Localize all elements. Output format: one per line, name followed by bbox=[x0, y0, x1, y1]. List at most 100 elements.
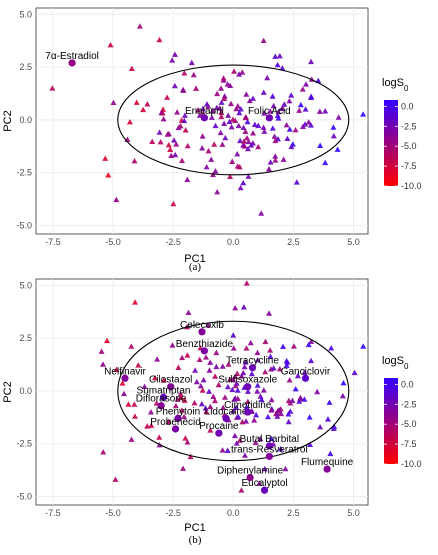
sample-point bbox=[253, 411, 260, 418]
sample-point bbox=[220, 77, 227, 83]
sample-point bbox=[234, 387, 241, 393]
sample-point bbox=[236, 71, 243, 77]
sample-point bbox=[243, 91, 250, 97]
sample-point bbox=[98, 348, 105, 354]
colorbar-tick-label: 0.0 bbox=[401, 379, 414, 389]
sample-point bbox=[177, 391, 184, 397]
sample-point bbox=[234, 150, 241, 157]
point-label: Diphenylamine bbox=[217, 466, 284, 477]
sample-point bbox=[231, 68, 238, 74]
colorbar-tick-label: -7.5 bbox=[401, 439, 417, 449]
x-tick-label: 0.0 bbox=[227, 508, 240, 518]
x-tick-label: 2.5 bbox=[287, 508, 300, 518]
point-label: Eucalyptol bbox=[241, 478, 287, 489]
legend-title: logS0 bbox=[382, 77, 409, 93]
sample-point bbox=[330, 124, 337, 130]
sample-point bbox=[192, 367, 199, 373]
sample-point bbox=[243, 404, 250, 410]
labeled-point bbox=[265, 114, 273, 122]
sample-point bbox=[286, 377, 293, 383]
sample-point bbox=[207, 359, 214, 365]
sample-point bbox=[184, 352, 191, 358]
point-label: 7α-Estradiol bbox=[45, 51, 99, 62]
sample-point bbox=[205, 322, 212, 328]
labeled-point bbox=[68, 59, 76, 67]
sample-point bbox=[135, 362, 142, 368]
sample-point bbox=[229, 386, 236, 393]
sample-point bbox=[199, 105, 206, 112]
sample-point bbox=[221, 93, 228, 99]
point-label: Diflorasone bbox=[136, 394, 187, 405]
sample-point bbox=[219, 141, 226, 147]
y-tick-label: -2.5 bbox=[16, 168, 32, 178]
sample-point bbox=[238, 373, 245, 379]
sample-point bbox=[275, 108, 282, 115]
sample-point bbox=[218, 99, 225, 105]
labeled-point bbox=[246, 473, 254, 482]
sample-point bbox=[280, 343, 287, 350]
point-label: Butal Barbital bbox=[240, 434, 299, 445]
sample-point bbox=[267, 159, 274, 165]
sample-point bbox=[203, 164, 210, 170]
sample-point bbox=[160, 115, 167, 122]
sample-point bbox=[262, 338, 269, 345]
sample-point bbox=[249, 95, 256, 101]
sample-point bbox=[99, 361, 106, 367]
sample-point bbox=[285, 418, 292, 425]
labeled-point bbox=[215, 429, 223, 437]
sample-point bbox=[112, 476, 119, 482]
sample-point bbox=[165, 130, 172, 137]
sample-point bbox=[119, 380, 126, 386]
sample-point bbox=[184, 176, 191, 183]
sample-point bbox=[218, 109, 225, 116]
sample-point bbox=[260, 37, 267, 44]
sample-point bbox=[212, 373, 219, 379]
sample-point bbox=[239, 418, 246, 425]
sample-point bbox=[244, 145, 251, 152]
sample-point bbox=[272, 157, 279, 163]
sample-point bbox=[360, 111, 367, 117]
sample-point bbox=[245, 173, 252, 179]
sample-point bbox=[330, 132, 337, 139]
sample-point bbox=[208, 156, 215, 162]
x-tick-label: -7.5 bbox=[45, 237, 61, 247]
sample-point bbox=[102, 155, 109, 161]
colorbar-tick-label: -5.0 bbox=[401, 141, 417, 151]
labeled-point bbox=[244, 383, 252, 391]
sample-point bbox=[244, 118, 251, 125]
legend-title-sub: 0 bbox=[404, 84, 409, 93]
sample-point bbox=[252, 439, 259, 445]
sample-point bbox=[159, 110, 166, 116]
colorbar-tick-label: -5.0 bbox=[401, 419, 417, 429]
x-tick-label: 5.0 bbox=[347, 237, 360, 247]
sample-point bbox=[242, 114, 249, 121]
sample-point bbox=[302, 106, 309, 112]
sample-point bbox=[213, 104, 220, 111]
sample-point bbox=[266, 310, 273, 316]
sample-point bbox=[191, 399, 198, 406]
sample-point bbox=[203, 408, 210, 415]
labeled-point bbox=[244, 408, 252, 416]
sample-point bbox=[232, 304, 239, 311]
sample-point bbox=[174, 396, 181, 402]
sample-point bbox=[267, 353, 274, 359]
sample-point bbox=[152, 374, 159, 381]
sample-point bbox=[181, 117, 188, 124]
sample-point bbox=[237, 106, 244, 112]
x-tick-label: -5.0 bbox=[105, 237, 121, 247]
sample-point bbox=[239, 69, 246, 75]
sample-point bbox=[303, 81, 310, 87]
sample-point bbox=[132, 299, 139, 305]
sample-point bbox=[175, 364, 182, 370]
point-label: Flumequine bbox=[301, 457, 354, 468]
labeled-point bbox=[159, 393, 168, 401]
sample-point bbox=[293, 179, 300, 185]
point-label: Lidocaine bbox=[205, 406, 248, 417]
sample-point bbox=[199, 133, 206, 139]
sample-point bbox=[254, 356, 261, 363]
sample-point bbox=[128, 343, 135, 349]
sample-point bbox=[307, 441, 314, 447]
x-axis-title: PC1 bbox=[184, 253, 205, 265]
sample-point bbox=[218, 85, 225, 91]
